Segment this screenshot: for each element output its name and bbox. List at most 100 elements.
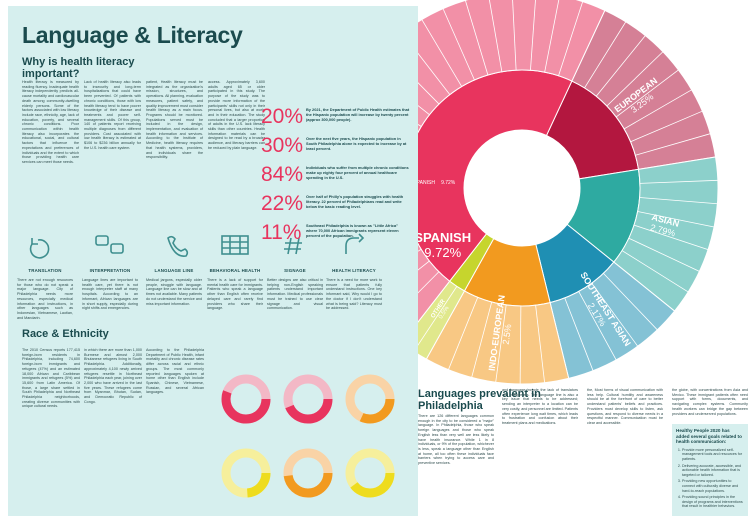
- paragraph: patient, Health literacy must be integra…: [146, 80, 203, 160]
- segment-divider: [442, 8, 475, 81]
- icon-signage: [284, 237, 302, 255]
- icon-translation-arrow: [31, 238, 38, 245]
- donut-arc: [221, 448, 271, 498]
- segment-divider: [558, 1, 584, 76]
- icon-behavioral-health: [221, 235, 249, 255]
- service-text: There is a need for more work to ensure …: [326, 278, 382, 311]
- segment-divider: [544, 0, 560, 73]
- segment-divider: [489, 0, 503, 72]
- paragraph: the globe, with concentrations from Asia…: [672, 388, 748, 416]
- icon-health-literacy: [345, 233, 365, 254]
- left-panel: Language & Literacy Why is health litera…: [8, 6, 418, 516]
- segment-divider: [530, 0, 536, 71]
- stat-text: Southeast Philadelphia is known as "Litt…: [306, 223, 399, 238]
- icons: [29, 233, 365, 259]
- segment-divider: [595, 35, 646, 97]
- segment-value-small: 9.72%: [441, 180, 456, 186]
- icon-behavioral-health-grid: [222, 236, 248, 254]
- section-heading: Race & Ethnicity: [22, 328, 109, 340]
- goals-box: Healthy People 2020 has added several go…: [672, 424, 748, 516]
- donut-arc: [283, 374, 333, 424]
- service-label: BEHAVIORAL HEALTH: [209, 268, 261, 273]
- service-text: There are not enough resources for those…: [17, 278, 73, 320]
- segment-divider: [578, 291, 617, 361]
- service-icons: [29, 233, 365, 259]
- stat-text: Individuals who suffer from multiple chr…: [306, 165, 409, 180]
- stat-value: 11%: [261, 221, 302, 244]
- goal-item: Delivering accurate, accessible, and act…: [682, 464, 744, 478]
- race-donuts: [221, 374, 395, 498]
- donut-arc: [345, 448, 395, 498]
- segment-divider: [471, 301, 493, 378]
- segment-label: SPANISH: [414, 230, 471, 245]
- service-label: TRANSLATION: [28, 268, 62, 273]
- segment-value: 9.72%: [424, 245, 461, 260]
- paragraph: Health literacy is measured by reading f…: [22, 80, 79, 164]
- segment-divider: [639, 179, 718, 184]
- goal-item: Provide more personalized self-managemen…: [682, 448, 744, 462]
- segment-divider: [519, 305, 522, 384]
- goal-item: Providing new opportunities to connect w…: [682, 479, 744, 493]
- segment-divider: [637, 211, 715, 228]
- stat-value: 30%: [261, 134, 304, 157]
- stat-text: Over the next five years, the Hispanic p…: [306, 136, 407, 151]
- icon-interpretation: [110, 243, 124, 254]
- segment-value: 2.5%: [501, 323, 514, 345]
- icon-language-line: [167, 235, 189, 257]
- paragraph: There are 126 different languages common…: [418, 414, 494, 466]
- paragraph: and language include the lack of transla…: [502, 388, 578, 425]
- segment-divider: [628, 237, 700, 272]
- goal-item: Providing sound principles in the design…: [682, 495, 744, 509]
- segment-divider: [633, 224, 709, 250]
- stat-text: Over half of Philly's population struggl…: [306, 194, 404, 209]
- paragraph: the, Most forms of visual communication …: [587, 388, 663, 425]
- segment-divider: [603, 273, 658, 331]
- donut-hole: [464, 130, 580, 246]
- section-heading: Why is health literacy important?: [22, 56, 135, 80]
- segment-divider: [448, 297, 479, 370]
- service-text: Medical jargons, especially older people…: [146, 278, 202, 306]
- service-text: There is a lack of support for mental he…: [207, 278, 263, 311]
- segment-divider: [495, 304, 507, 383]
- donut-arc: [221, 374, 271, 424]
- goals-heading: Healthy People 2020 has added several go…: [676, 428, 742, 445]
- goals-list: Provide more personalized self-managemen…: [672, 448, 748, 509]
- segment-divider: [413, 286, 458, 352]
- paragraph: in which there are more than 1,000 Burme…: [84, 348, 143, 404]
- paragraph: According to the Philadelphia Department…: [146, 348, 204, 395]
- service-text: Better designs are also critical in help…: [267, 278, 323, 311]
- service-label: INTERPRETATION: [89, 268, 131, 273]
- segment-label-small: SPANISH: [413, 180, 435, 186]
- stat-text: By 2021, the Department of Public Health…: [306, 107, 410, 122]
- segment-divider: [639, 197, 718, 205]
- paragraph: Lack of health literacy also leads to in…: [84, 80, 141, 150]
- title: Language & Literacy: [22, 22, 243, 48]
- segment-divider: [591, 283, 639, 347]
- service-label: SIGNAGE: [284, 268, 306, 273]
- service-text: Language lines are important to health c…: [82, 278, 138, 311]
- segment-divider: [564, 297, 594, 371]
- segment-divider: [464, 0, 489, 76]
- segment-divider: [630, 110, 703, 143]
- donut-arc: [283, 448, 333, 498]
- segment-divider: [623, 89, 692, 130]
- segment-divider: [512, 0, 517, 71]
- section-heading: Languages prevalent in Philadelphia: [418, 388, 541, 412]
- donut-group: [221, 374, 395, 498]
- stat-value: 20%: [261, 105, 304, 128]
- segment-divider: [615, 69, 679, 118]
- service-label: HEALTH LITERACY: [332, 268, 376, 273]
- segment-divider: [635, 133, 711, 156]
- icon-translation: [29, 239, 50, 259]
- segment-divider: [621, 250, 689, 293]
- stat-value: 22%: [261, 192, 304, 215]
- stat-value: 84%: [261, 163, 304, 186]
- segment-divider: [535, 305, 545, 383]
- icon-interpretation: [95, 235, 109, 246]
- donut-arc: [345, 374, 395, 424]
- paragraph: access. Approximately 3,600 adults aged …: [208, 80, 265, 150]
- segment-divider: [584, 21, 627, 89]
- segment-divider: [606, 51, 664, 107]
